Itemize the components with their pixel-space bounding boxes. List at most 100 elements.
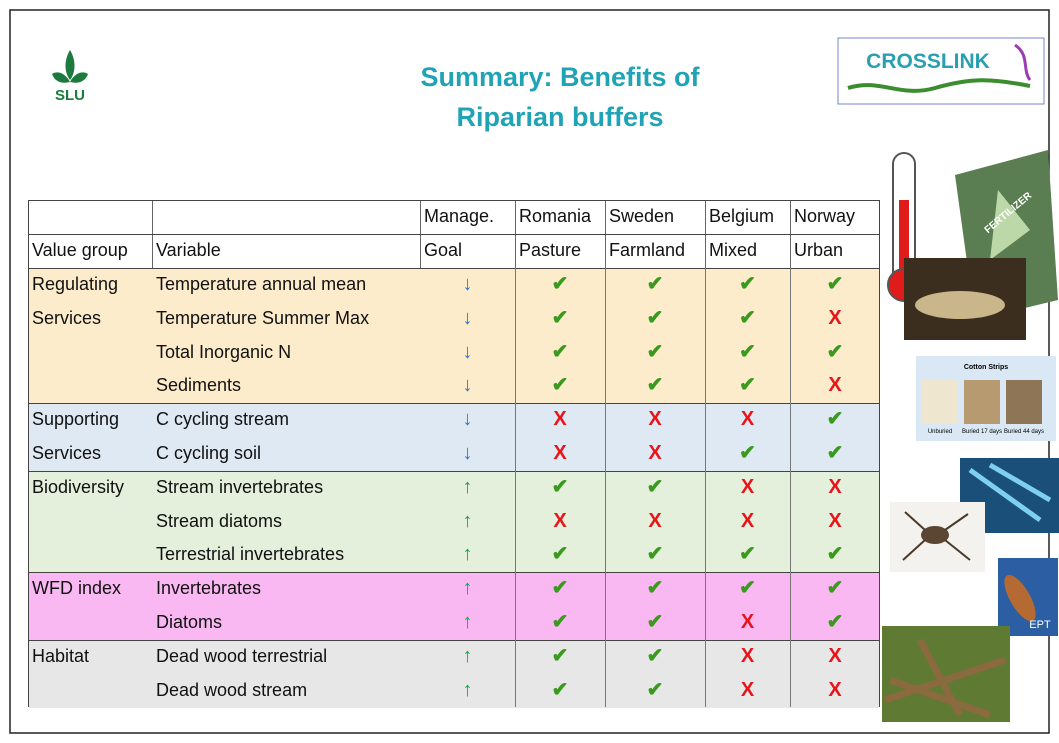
goal-cell: ↓ <box>420 268 515 301</box>
result-mark: ✔ <box>605 268 705 301</box>
result-mark: X <box>790 505 880 538</box>
result-mark: ✔ <box>605 369 705 402</box>
result-mark: ✔ <box>605 471 705 504</box>
result-mark: ✔ <box>705 437 790 470</box>
result-mark: ✔ <box>790 606 880 639</box>
result-mark: ✔ <box>515 302 605 335</box>
cotton-label: Buried 17 days <box>962 429 1002 435</box>
goal-cell: ↑ <box>420 471 515 504</box>
crosslink-text: CROSSLINK <box>866 50 990 73</box>
result-mark: ✔ <box>605 538 705 571</box>
result-mark: ✔ <box>515 369 605 402</box>
result-mark: X <box>705 640 790 673</box>
slide: SLU CROSSLINK FERTILIZER Cotton Strips U… <box>0 0 1059 743</box>
result-mark: X <box>790 369 880 402</box>
result-mark: X <box>790 302 880 335</box>
group-label: Services <box>32 437 101 470</box>
variable-cell: Terrestrial invertebrates <box>156 538 344 571</box>
variable-cell: Stream diatoms <box>156 505 282 538</box>
photo-deadwood <box>882 626 1010 722</box>
variable-cell: Diatoms <box>156 606 222 639</box>
result-mark: X <box>705 403 790 436</box>
title-line: Summary: Benefits of <box>360 62 760 93</box>
result-mark: ✔ <box>515 471 605 504</box>
result-mark: ✔ <box>515 674 605 707</box>
goal-cell: ↓ <box>420 403 515 436</box>
result-mark: ✔ <box>705 268 790 301</box>
group-label: Supporting <box>32 403 119 436</box>
result-mark: ✔ <box>605 606 705 639</box>
group-label: Services <box>32 302 101 335</box>
result-mark: ✔ <box>790 403 880 436</box>
cotton-strip <box>922 380 958 424</box>
result-mark: X <box>705 471 790 504</box>
cotton-strip <box>1006 380 1042 424</box>
result-mark: ✔ <box>515 572 605 605</box>
result-mark: ✔ <box>705 369 790 402</box>
photo-stream-water <box>915 291 1005 319</box>
result-mark: ✔ <box>790 437 880 470</box>
group-label: Biodiversity <box>32 471 124 504</box>
goal-cell: ↓ <box>420 369 515 402</box>
result-mark: X <box>790 471 880 504</box>
variable-cell: Dead wood stream <box>156 674 307 707</box>
variable-cell: C cycling soil <box>156 437 261 470</box>
goal-cell: ↑ <box>420 505 515 538</box>
result-mark: ✔ <box>515 336 605 369</box>
result-mark: X <box>515 403 605 436</box>
result-mark: ✔ <box>605 572 705 605</box>
result-mark: X <box>790 674 880 707</box>
result-mark: ✔ <box>515 606 605 639</box>
variable-cell: Temperature annual mean <box>156 268 366 301</box>
variable-cell: Total Inorganic N <box>156 336 291 369</box>
result-mark: ✔ <box>705 302 790 335</box>
cotton-strip <box>964 380 1000 424</box>
result-mark: ✔ <box>790 538 880 571</box>
goal-cell: ↑ <box>420 640 515 673</box>
goal-cell: ↑ <box>420 606 515 639</box>
result-mark: ✔ <box>790 572 880 605</box>
result-mark: ✔ <box>605 302 705 335</box>
variable-cell: C cycling stream <box>156 403 289 436</box>
goal-cell: ↓ <box>420 302 515 335</box>
result-mark: ✔ <box>515 640 605 673</box>
result-mark: X <box>515 505 605 538</box>
title-line: Riparian buffers <box>360 102 760 133</box>
goal-cell: ↓ <box>420 336 515 369</box>
variable-cell: Dead wood terrestrial <box>156 640 327 673</box>
goal-cell: ↓ <box>420 437 515 470</box>
slu-text: SLU <box>55 87 85 104</box>
variable-cell: Stream invertebrates <box>156 471 323 504</box>
result-mark: ✔ <box>605 674 705 707</box>
result-mark: ✔ <box>790 336 880 369</box>
cotton-title: Cotton Strips <box>964 364 1008 371</box>
result-mark: X <box>705 606 790 639</box>
group-label: Habitat <box>32 640 89 673</box>
result-mark: ✔ <box>705 336 790 369</box>
slu-leaf <box>66 50 75 80</box>
result-mark: ✔ <box>705 572 790 605</box>
variable-cell: Temperature Summer Max <box>156 302 369 335</box>
variable-cell: Invertebrates <box>156 572 261 605</box>
ept-text: EPT <box>1029 619 1051 631</box>
result-mark: ✔ <box>705 538 790 571</box>
group-label: WFD index <box>32 572 121 605</box>
goal-cell: ↑ <box>420 538 515 571</box>
result-mark: ✔ <box>790 268 880 301</box>
variable-cell: Sediments <box>156 369 241 402</box>
result-mark: X <box>605 437 705 470</box>
cotton-label: Unburied <box>928 429 952 435</box>
group-label: Regulating <box>32 268 118 301</box>
result-mark: X <box>515 437 605 470</box>
result-mark: X <box>605 403 705 436</box>
spider-body <box>921 526 949 544</box>
goal-cell: ↑ <box>420 572 515 605</box>
result-mark: ✔ <box>515 268 605 301</box>
result-mark: X <box>605 505 705 538</box>
goal-cell: ↑ <box>420 674 515 707</box>
result-mark: X <box>790 640 880 673</box>
result-mark: ✔ <box>605 640 705 673</box>
result-mark: X <box>705 505 790 538</box>
result-mark: ✔ <box>605 336 705 369</box>
result-mark: X <box>705 674 790 707</box>
